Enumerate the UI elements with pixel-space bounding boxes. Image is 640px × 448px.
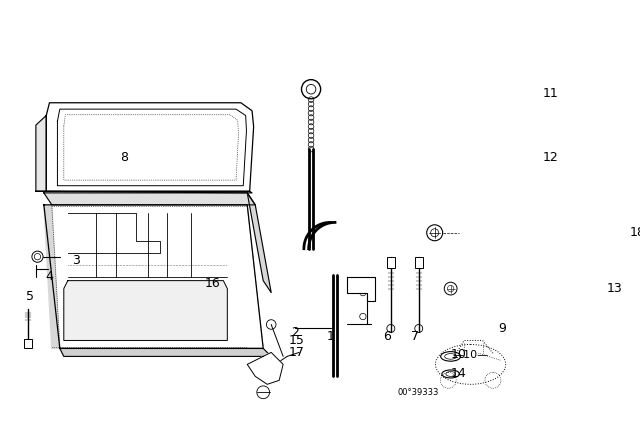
Polygon shape [44,205,60,349]
Text: 4: 4 [45,270,53,283]
Text: 2: 2 [291,326,299,339]
Polygon shape [44,193,255,205]
Polygon shape [347,277,375,301]
Text: 18: 18 [630,226,640,239]
Polygon shape [36,191,252,193]
Text: 6: 6 [383,330,391,343]
Polygon shape [64,280,227,340]
Text: 11: 11 [543,87,558,100]
Text: 12: 12 [543,151,558,164]
Polygon shape [247,193,271,293]
FancyBboxPatch shape [387,257,395,268]
Text: 17: 17 [289,346,305,359]
Polygon shape [36,116,46,191]
Polygon shape [46,103,253,191]
Text: 1: 1 [327,330,335,343]
FancyBboxPatch shape [24,339,32,349]
Text: 3: 3 [72,254,80,267]
Text: 16: 16 [204,276,220,289]
Text: 14: 14 [451,367,467,380]
Polygon shape [44,205,263,349]
Text: 9: 9 [499,322,506,335]
Text: 5: 5 [26,290,33,303]
FancyBboxPatch shape [415,257,423,268]
Text: 00°39333: 00°39333 [398,388,439,397]
Text: 7: 7 [411,330,419,343]
Text: 10: 10 [451,348,467,361]
Text: 15: 15 [289,334,305,347]
Polygon shape [247,353,283,384]
Polygon shape [60,349,271,357]
Text: —10—: —10— [452,350,489,360]
Text: 8: 8 [120,151,127,164]
Text: 13: 13 [606,282,622,295]
